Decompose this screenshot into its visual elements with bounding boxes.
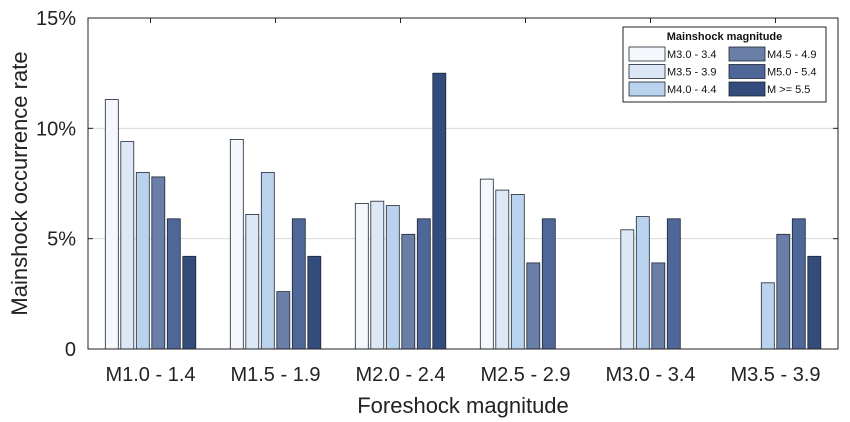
bar <box>120 141 135 350</box>
bar <box>135 172 150 350</box>
x-tick-label: M2.0 - 2.4 <box>355 364 445 386</box>
plot-frame <box>87 17 839 350</box>
y-tick-label: 15% <box>36 8 76 30</box>
y-axis-title: Mainshock occurrence rate <box>7 51 32 315</box>
legend-swatch <box>628 46 666 62</box>
bar <box>260 172 275 350</box>
bar <box>479 178 494 350</box>
x-tick-label: M2.5 - 2.9 <box>480 364 570 386</box>
bar <box>385 205 400 350</box>
y-tick-label: 10% <box>36 118 76 140</box>
bar <box>354 202 369 350</box>
bar <box>541 218 556 350</box>
legend-label: M5.0 - 5.4 <box>767 67 817 79</box>
legend-swatch <box>728 81 766 97</box>
bar <box>807 255 822 350</box>
bar <box>401 233 416 350</box>
bar <box>495 189 510 350</box>
y-tick-label: 0 <box>65 339 76 361</box>
y-tick-label: 5% <box>47 229 76 251</box>
bar <box>307 255 322 350</box>
bar <box>620 229 635 350</box>
legend-swatch <box>728 64 766 79</box>
x-tick-label: M1.5 - 1.9 <box>230 364 320 386</box>
x-axis-title: Foreshock magnitude <box>357 393 569 418</box>
bar <box>245 213 260 350</box>
bar <box>291 218 306 350</box>
bar <box>416 218 431 350</box>
legend-label: M4.0 - 4.4 <box>667 84 717 96</box>
bar <box>510 194 525 350</box>
x-tick-label: M1.0 - 1.4 <box>105 364 195 386</box>
legend-label: M4.5 - 4.9 <box>767 49 817 61</box>
legend-label: M >= 5.5 <box>767 84 810 96</box>
y-tick-labels: 0 5% 10% 15% <box>36 8 76 361</box>
legend-label: M3.0 - 3.4 <box>667 49 717 61</box>
bar <box>229 138 244 350</box>
x-tick-label: M3.5 - 3.9 <box>730 364 820 386</box>
legend-title: Mainshock magnitude <box>667 31 783 43</box>
x-tick-labels: M1.0 - 1.4 M1.5 - 1.9 M2.0 - 2.4 M2.5 - 2.9… <box>105 364 820 386</box>
bar <box>432 72 447 350</box>
bar <box>104 99 119 350</box>
bar <box>760 282 775 350</box>
bar <box>370 200 385 350</box>
legend-items: M3.0 - 3.4 M3.5 - 3.9 M4.0 - 4.4 M4.5 - 4.9… <box>628 46 817 97</box>
bar <box>635 216 650 350</box>
axis-ticks <box>88 17 838 350</box>
bar <box>666 218 681 350</box>
bars <box>104 72 822 350</box>
legend-label: M3.5 - 3.9 <box>667 67 717 79</box>
bar <box>276 291 291 350</box>
bar <box>776 233 791 350</box>
bar <box>791 218 806 350</box>
bar <box>651 262 666 350</box>
bar <box>526 262 541 350</box>
legend-swatch <box>628 64 666 79</box>
legend: Mainshock magnitude M3.0 - 3.4 M3.5 - 3.9… <box>622 26 827 103</box>
grid-lines <box>88 127 838 240</box>
x-tick-label: M3.0 - 3.4 <box>605 364 695 386</box>
legend-swatch <box>728 46 766 62</box>
legend-swatch <box>628 81 666 97</box>
bar <box>151 176 166 350</box>
bar <box>182 255 197 350</box>
bar <box>166 218 181 350</box>
